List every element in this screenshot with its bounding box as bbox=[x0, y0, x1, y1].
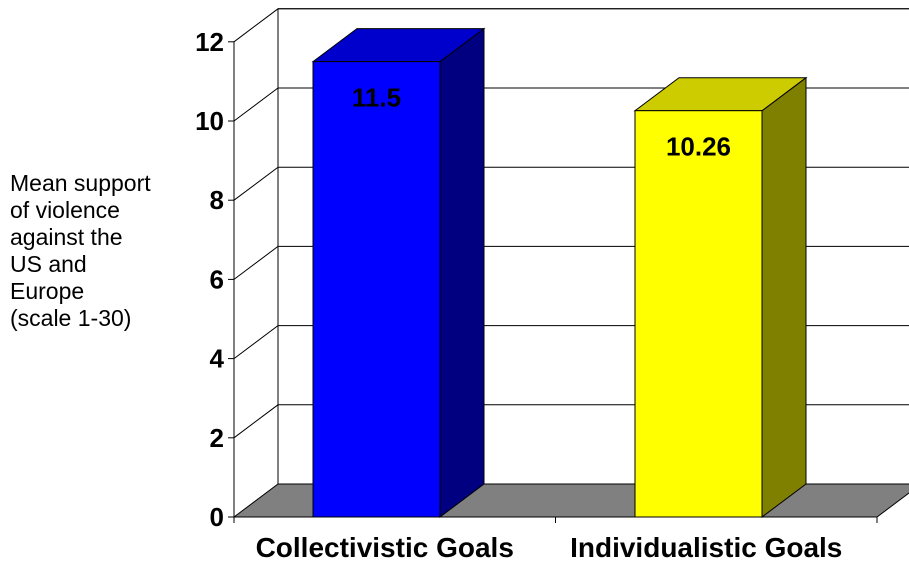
bar-side bbox=[761, 76, 807, 518]
y-tick-label: 0 bbox=[210, 502, 224, 532]
category-labels: Collectivistic Goals Individualistic Goal… bbox=[256, 532, 843, 563]
category-label: Individualistic Goals bbox=[570, 532, 842, 563]
data-labels: 11.5 10.26 bbox=[352, 83, 731, 162]
bar bbox=[633, 76, 808, 518]
y-tick-labels: 0 2 4 6 8 10 12 bbox=[195, 27, 224, 532]
y-tick-label: 4 bbox=[210, 344, 225, 374]
y-tick-label: 6 bbox=[210, 264, 224, 294]
y-tick-label: 12 bbox=[195, 27, 224, 57]
data-label: 10.26 bbox=[666, 132, 731, 162]
data-label: 11.5 bbox=[352, 83, 401, 113]
y-axis-label: Mean support of violence against the US and… bbox=[10, 170, 195, 332]
y-tick-label: 2 bbox=[210, 423, 224, 453]
y-axis-label-line: (scale 1-30) bbox=[10, 305, 132, 331]
bar-front bbox=[634, 110, 763, 518]
y-tick-label: 10 bbox=[195, 106, 224, 136]
bar-front bbox=[312, 61, 441, 518]
y-axis-label-line: of violence bbox=[10, 197, 120, 223]
bars bbox=[311, 27, 808, 518]
bar bbox=[311, 27, 486, 518]
bar-side bbox=[439, 27, 485, 518]
y-tick-label: 8 bbox=[210, 185, 224, 215]
y-axis-label-line: Europe bbox=[10, 278, 85, 304]
gridline bbox=[233, 8, 909, 43]
y-axis-label-line: Mean support bbox=[10, 170, 151, 196]
category-label: Collectivistic Goals bbox=[256, 532, 514, 563]
y-axis-label-line: against the bbox=[10, 224, 123, 250]
y-axis-label-line: US and bbox=[10, 251, 87, 277]
